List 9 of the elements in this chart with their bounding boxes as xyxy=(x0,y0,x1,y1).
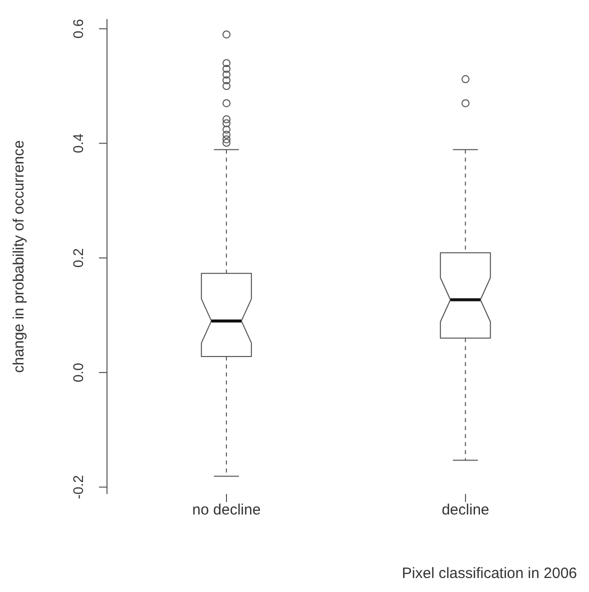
y-tick-label: 0.6 xyxy=(70,18,86,38)
x-tick-label: no decline xyxy=(192,502,261,519)
y-tick-label: 0.4 xyxy=(70,133,86,154)
y-tick-label: 0.2 xyxy=(70,248,86,268)
y-axis-title: change in probability of occurrence xyxy=(10,140,28,373)
y-tick-label: -0.2 xyxy=(70,474,86,500)
x-tick-label: decline xyxy=(442,502,490,519)
y-tick-label: 0.0 xyxy=(70,362,86,382)
x-axis-title: Pixel classification in 2006 xyxy=(402,565,577,582)
